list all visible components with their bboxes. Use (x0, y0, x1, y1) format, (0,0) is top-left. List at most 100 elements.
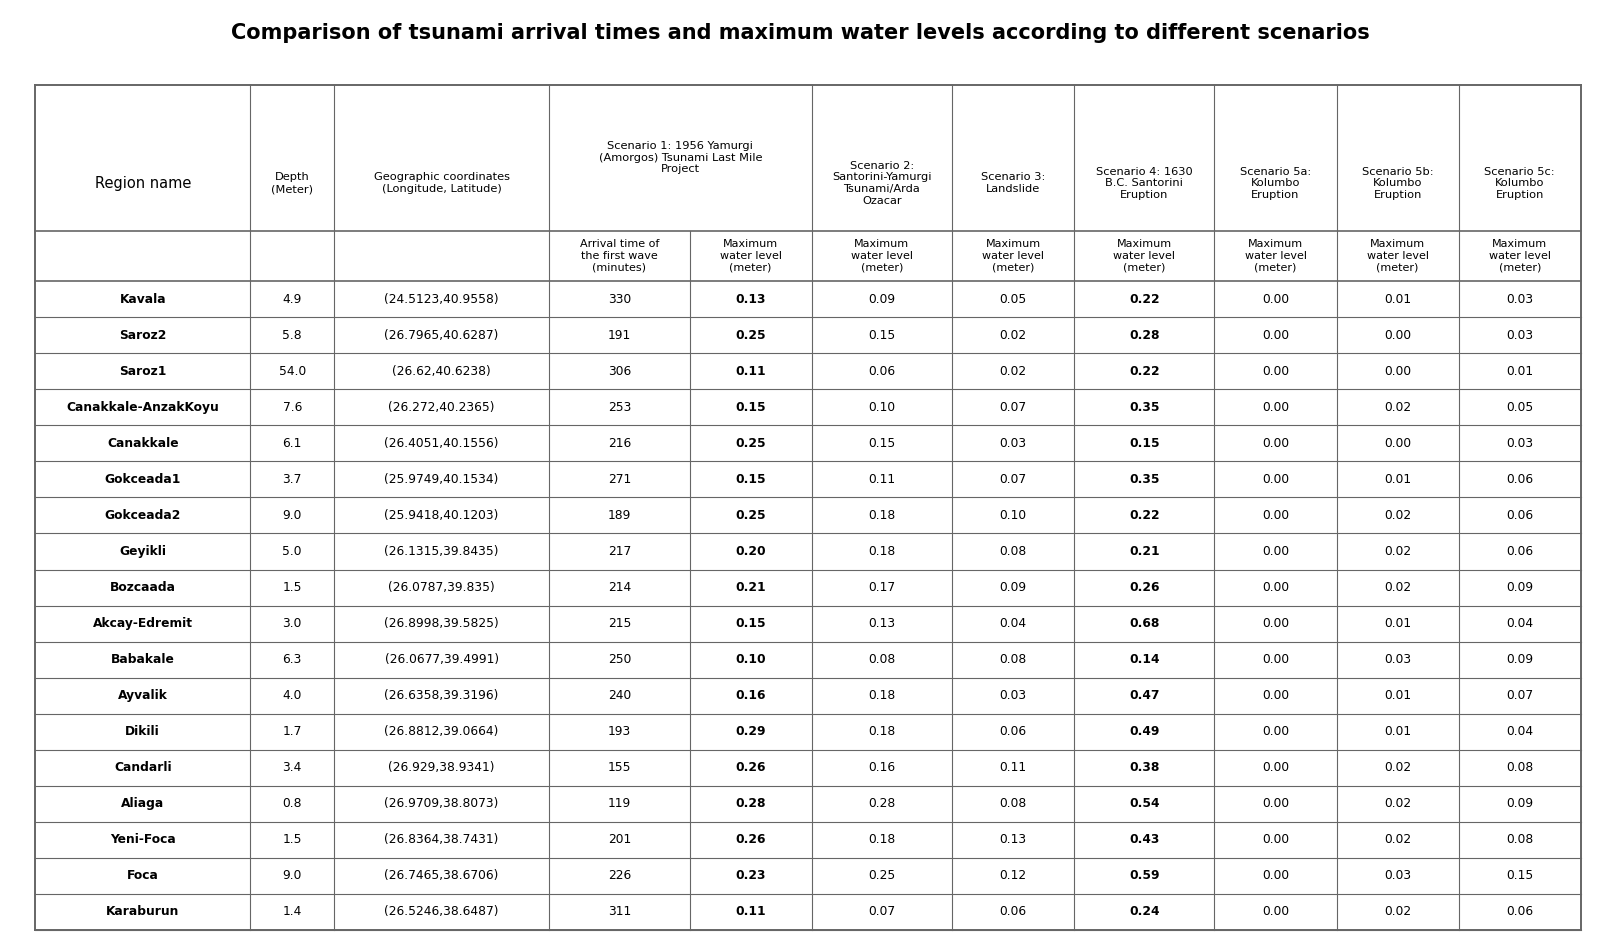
Text: Ayvalik: Ayvalik (118, 689, 168, 702)
Text: Scenario 2:
Santorini-Yamurgi
Tsunami/Arda
Ozacar: Scenario 2: Santorini-Yamurgi Tsunami/Ar… (832, 161, 931, 205)
Text: (26.6358,39.3196): (26.6358,39.3196) (384, 689, 499, 702)
Text: Babakale: Babakale (110, 653, 174, 666)
Text: 0.03: 0.03 (1506, 329, 1533, 342)
Text: 311: 311 (608, 905, 630, 919)
Text: 0.00: 0.00 (1262, 365, 1290, 378)
Text: 0.11: 0.11 (869, 473, 896, 486)
Text: 0.09: 0.09 (1000, 581, 1027, 594)
Text: (25.9749,40.1534): (25.9749,40.1534) (384, 473, 499, 486)
Text: 4.0: 4.0 (283, 689, 302, 702)
Text: 0.06: 0.06 (1506, 545, 1533, 558)
Text: Maximum
water level
(meter): Maximum water level (meter) (1366, 240, 1429, 273)
Text: 0.22: 0.22 (1130, 293, 1160, 306)
Text: 3.4: 3.4 (283, 761, 302, 775)
Text: 0.00: 0.00 (1384, 365, 1411, 378)
Text: Akcay-Edremit: Akcay-Edremit (93, 617, 192, 630)
Text: 0.08: 0.08 (1506, 833, 1533, 847)
Text: 201: 201 (608, 833, 630, 847)
Text: 240: 240 (608, 689, 630, 702)
Text: 9.0: 9.0 (283, 869, 302, 883)
Text: 0.08: 0.08 (1000, 653, 1027, 666)
Text: (26.1315,39.8435): (26.1315,39.8435) (384, 545, 499, 558)
Text: (26.7465,38.6706): (26.7465,38.6706) (384, 869, 499, 883)
Text: 0.15: 0.15 (736, 473, 766, 486)
Text: 0.15: 0.15 (869, 437, 896, 450)
Text: (24.5123,40.9558): (24.5123,40.9558) (384, 293, 499, 306)
Text: 0.03: 0.03 (1000, 437, 1027, 450)
Text: 250: 250 (608, 653, 630, 666)
Text: 0.04: 0.04 (1000, 617, 1027, 630)
Text: Maximum
water level
(meter): Maximum water level (meter) (851, 240, 914, 273)
Text: Saroz2: Saroz2 (118, 329, 166, 342)
Text: 0.12: 0.12 (1000, 869, 1027, 883)
Text: 0.06: 0.06 (1506, 905, 1533, 919)
Text: 0.38: 0.38 (1130, 761, 1160, 775)
Text: 0.02: 0.02 (1384, 761, 1411, 775)
Text: 271: 271 (608, 473, 630, 486)
Text: 119: 119 (608, 797, 630, 811)
Text: 0.35: 0.35 (1130, 401, 1160, 414)
Text: 0.29: 0.29 (736, 725, 766, 739)
Text: 0.00: 0.00 (1262, 689, 1290, 702)
Text: (26.0677,39.4991): (26.0677,39.4991) (384, 653, 499, 666)
Text: 0.21: 0.21 (736, 581, 766, 594)
Text: 0.07: 0.07 (1506, 689, 1533, 702)
Text: Comparison of tsunami arrival times and maximum water levels according to differ: Comparison of tsunami arrival times and … (230, 23, 1370, 44)
Text: 193: 193 (608, 725, 630, 739)
Text: 0.13: 0.13 (1000, 833, 1027, 847)
Text: Kavala: Kavala (120, 293, 166, 306)
Text: 0.00: 0.00 (1262, 653, 1290, 666)
Text: (26.272,40.2365): (26.272,40.2365) (389, 401, 494, 414)
Text: 0.06: 0.06 (1506, 509, 1533, 522)
Text: 0.02: 0.02 (1000, 365, 1027, 378)
Text: 0.54: 0.54 (1130, 797, 1160, 811)
Text: 5.8: 5.8 (282, 329, 302, 342)
Text: 0.47: 0.47 (1130, 689, 1160, 702)
Text: Maximum
water level
(meter): Maximum water level (meter) (1488, 240, 1550, 273)
Text: 0.02: 0.02 (1384, 509, 1411, 522)
Text: 0.01: 0.01 (1384, 689, 1411, 702)
Text: 0.11: 0.11 (736, 365, 766, 378)
Text: (26.7965,40.6287): (26.7965,40.6287) (384, 329, 499, 342)
Text: 0.18: 0.18 (869, 833, 896, 847)
Text: 0.25: 0.25 (736, 329, 766, 342)
Text: 0.23: 0.23 (736, 869, 766, 883)
Text: 0.09: 0.09 (1506, 581, 1533, 594)
Text: 214: 214 (608, 581, 630, 594)
Text: 0.59: 0.59 (1130, 869, 1160, 883)
Text: 0.01: 0.01 (1506, 365, 1533, 378)
Text: 0.8: 0.8 (283, 797, 302, 811)
Text: 0.04: 0.04 (1506, 617, 1533, 630)
Text: 0.24: 0.24 (1130, 905, 1160, 919)
Text: 0.25: 0.25 (736, 509, 766, 522)
Text: 0.08: 0.08 (869, 653, 896, 666)
Text: 0.15: 0.15 (736, 617, 766, 630)
Text: 0.01: 0.01 (1384, 725, 1411, 739)
Text: 0.11: 0.11 (736, 905, 766, 919)
Text: (26.0787,39.835): (26.0787,39.835) (389, 581, 494, 594)
Text: (26.929,38.9341): (26.929,38.9341) (389, 761, 494, 775)
Text: 0.01: 0.01 (1384, 473, 1411, 486)
Text: 215: 215 (608, 617, 630, 630)
Text: 0.16: 0.16 (736, 689, 766, 702)
Text: Scenario 1: 1956 Yamurgi
(Amorgos) Tsunami Last Mile
Project: Scenario 1: 1956 Yamurgi (Amorgos) Tsuna… (598, 141, 762, 174)
Text: 0.15: 0.15 (869, 329, 896, 342)
Text: 0.03: 0.03 (1384, 653, 1411, 666)
Text: 0.00: 0.00 (1262, 833, 1290, 847)
Text: Maximum
water level
(meter): Maximum water level (meter) (1114, 240, 1176, 273)
Text: 0.01: 0.01 (1384, 617, 1411, 630)
Text: (26.9709,38.8073): (26.9709,38.8073) (384, 797, 499, 811)
Text: 0.10: 0.10 (869, 401, 896, 414)
Text: Candarli: Candarli (114, 761, 171, 775)
Text: Gokceada2: Gokceada2 (104, 509, 181, 522)
Text: (26.62,40.6238): (26.62,40.6238) (392, 365, 491, 378)
Text: 0.06: 0.06 (1000, 905, 1027, 919)
Text: 0.28: 0.28 (736, 797, 766, 811)
Text: Bozcaada: Bozcaada (110, 581, 176, 594)
Text: 0.00: 0.00 (1262, 905, 1290, 919)
Text: 0.25: 0.25 (869, 869, 896, 883)
Text: 0.00: 0.00 (1262, 869, 1290, 883)
Text: 0.06: 0.06 (1506, 473, 1533, 486)
Text: 189: 189 (608, 509, 630, 522)
Text: Yeni-Foca: Yeni-Foca (110, 833, 176, 847)
